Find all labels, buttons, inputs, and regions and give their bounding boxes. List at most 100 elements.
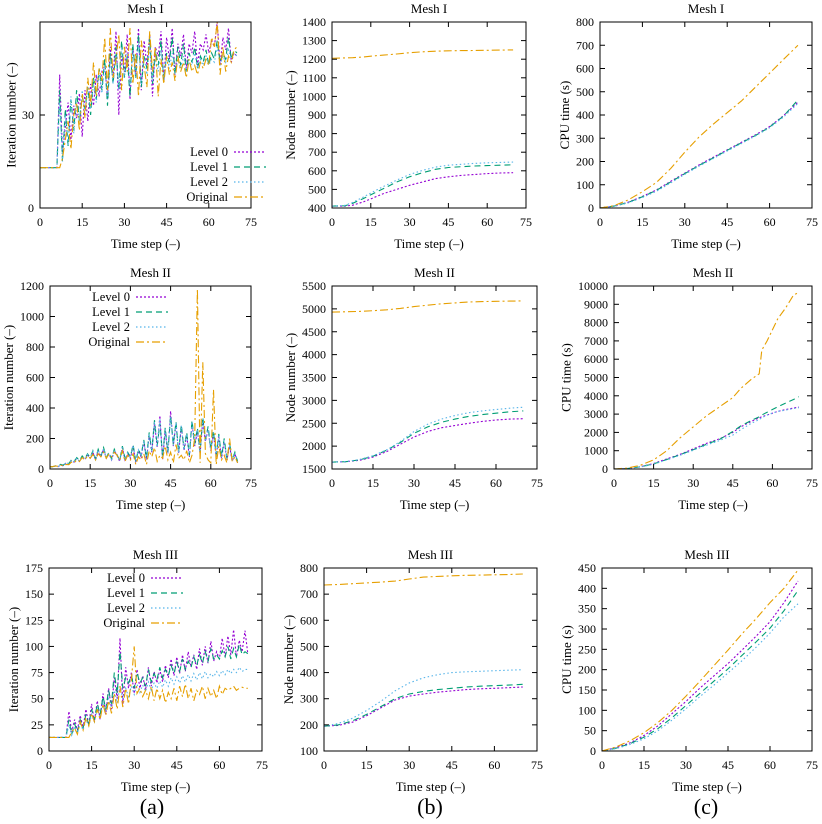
series-group [614,291,800,469]
y-tick-label: 25 [31,718,43,732]
y-axis-label: Iteration number (–) [6,607,21,712]
y-tick-label: 2000 [302,439,326,453]
chart-title: Mesh III [133,547,178,562]
x-tick-label: 15 [648,476,660,490]
x-tick-label: 15 [84,476,96,490]
x-tick-label: 75 [245,215,257,229]
x-tick-label: 45 [449,476,461,490]
legend-label: Level 2 [190,175,228,189]
legend-label: Level 0 [190,145,228,159]
series-line-level-2 [602,603,799,751]
series-line-level-1 [50,415,239,468]
y-tick-label: 450 [578,561,596,575]
series-line-level-1 [324,683,523,727]
y-tick-label: 150 [25,587,43,601]
x-tick-label: 60 [481,215,493,229]
y-tick-label: 7000 [584,334,608,348]
series-group [324,573,523,727]
y-tick-label: 300 [576,131,594,145]
x-axis-label: Time step (–) [111,236,181,251]
y-tick-label: 1200 [302,52,326,66]
x-tick-label: 75 [245,476,257,490]
chart-title: Mesh I [127,1,163,16]
y-tick-label: 50 [31,692,43,706]
y-tick-label: 700 [576,38,594,52]
y-tick-label: 300 [578,622,596,636]
y-tick-label: 3000 [584,407,608,421]
x-tick-label: 60 [764,215,776,229]
chart-mesh3-node: Mesh III 0 15 30 45 60 75 100 200 300 400 500 600 700… [281,547,543,794]
x-tick-label: 0 [611,476,617,490]
series-line-level-0 [49,629,249,738]
series-line-level-0 [332,418,524,463]
y-tick-label: 100 [300,744,318,758]
y-tick-label: 700 [308,145,326,159]
y-tick-label: 500 [308,182,326,196]
y-tick-label: 0 [590,744,596,758]
x-tick-label: 30 [680,758,692,772]
chart-title: Mesh III [684,547,729,562]
x-tick-label: 75 [806,758,818,772]
series-line-original [49,646,248,738]
chart-mesh2-cpu: Mesh II 0 15 30 45 60 75 0 1000 2000 3000 4000 5000 6… [559,265,819,512]
y-tick-label: 2500 [302,416,326,430]
y-tick-label: 3000 [302,393,326,407]
series-line-level-0 [600,101,799,208]
y-tick-label: 500 [300,639,318,653]
x-tick-label: 0 [37,215,43,229]
y-tick-label: 1000 [20,310,44,324]
x-tick-label: 0 [47,476,53,490]
y-tick-label: 5000 [302,302,326,316]
y-tick-label: 300 [300,692,318,706]
y-tick-label: 0 [588,201,594,215]
y-tick-label: 800 [26,340,44,354]
x-tick-label: 15 [86,758,98,772]
series-group [332,300,524,463]
x-tick-label: 45 [161,215,173,229]
y-tick-label: 700 [300,587,318,601]
x-tick-label: 0 [599,758,605,772]
y-tick-label: 100 [578,703,596,717]
x-tick-label: 15 [361,758,373,772]
chart-mesh2-node: Mesh II 0 15 30 45 60 75 1500 2000 2500 3000 3500 40… [283,265,543,512]
y-axis-label: CPU time (s) [559,343,574,412]
y-tick-label: 800 [308,127,326,141]
y-tick-label: 0 [602,462,608,476]
y-tick-label: 200 [26,432,44,446]
series-line-level-2 [332,161,514,207]
series-line-level-2 [600,103,799,208]
y-tick-label: 250 [578,642,596,656]
x-tick-label: 15 [636,215,648,229]
y-tick-label: 500 [576,85,594,99]
x-axis-label: Time step (–) [121,779,191,794]
y-tick-label: 8000 [584,316,608,330]
y-tick-label: 5000 [584,371,608,385]
y-tick-label: 200 [300,718,318,732]
y-tick-label: 0 [28,201,34,215]
y-tick-label: 9000 [584,297,608,311]
y-tick-label: 1400 [302,15,326,29]
chart-title: Mesh I [411,1,447,16]
x-axis-label: Time step (–) [116,497,186,512]
y-tick-label: 400 [300,666,318,680]
plot-frame [323,567,538,752]
y-axis-label: Iteration number (–) [1,325,16,430]
y-tick-label: 150 [578,683,596,697]
y-tick-label: 0 [37,744,43,758]
chart-mesh1-cpu: Mesh I 0 15 30 45 60 75 0 100 200 300 400 500 600 700 8… [557,1,818,251]
legend-label: Level 1 [92,305,130,319]
x-axis-label: Time step (–) [400,497,470,512]
series-line-level-2 [332,406,524,463]
series-line-original [600,44,799,208]
y-tick-label: 600 [308,164,326,178]
legend-label: Original [186,190,228,204]
chart-mesh3-cpu: Mesh III 0 15 30 45 60 75 0 50 100 150 200 250 300 350… [559,547,818,794]
series-group [600,44,799,208]
x-axis-label: Time step (–) [394,236,464,251]
y-axis-label: Iteration number (–) [3,62,18,167]
y-tick-label: 1000 [302,89,326,103]
x-tick-label: 60 [205,476,217,490]
y-tick-label: 400 [576,108,594,122]
